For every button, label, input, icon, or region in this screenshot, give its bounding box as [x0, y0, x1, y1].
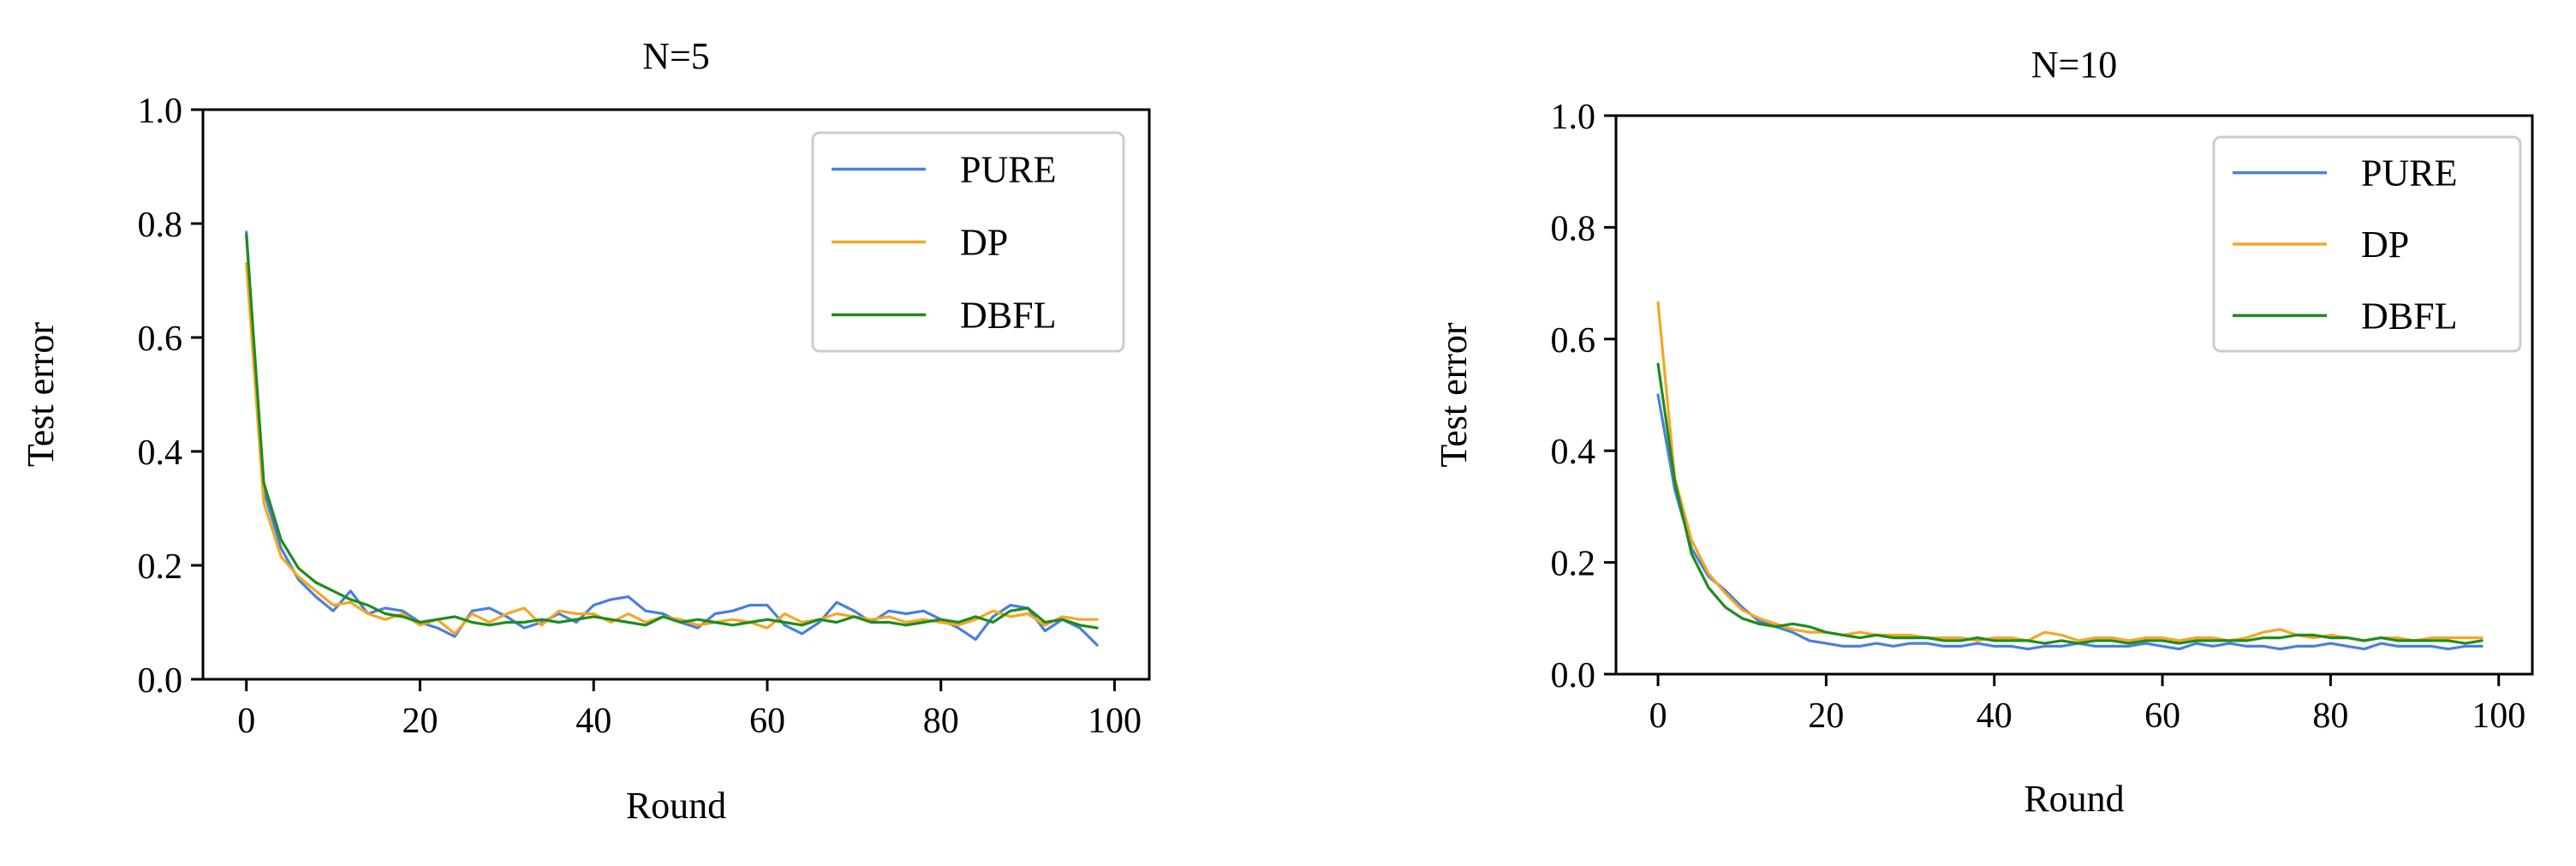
x-tick-label: 60 [749, 702, 785, 741]
legend-label-dp: DP [2361, 224, 2409, 266]
series-group [1656, 301, 2484, 651]
chart-panel-2: N=10 0 20 40 60 80 100 0.0 0.2 0.4 0.6 0.8 1.0 Round T… [1433, 44, 2534, 820]
y-tick-label: 1.0 [138, 92, 183, 131]
x-tick-label: 100 [2472, 696, 2525, 736]
plot-frame [1614, 114, 2534, 676]
y-tick-label: 0.0 [1551, 656, 1596, 696]
y-tick-label: 0.4 [1551, 433, 1596, 472]
series-line-dbfl [245, 233, 1099, 630]
legend-label-dbfl: DBFL [2361, 295, 2457, 337]
plot-frame [201, 108, 1151, 681]
y-tick-label: 1.0 [1551, 98, 1596, 137]
x-tick-label: 80 [2312, 696, 2348, 736]
series-line-dbfl [1656, 362, 2484, 645]
y-tick-label: 0.8 [138, 206, 183, 245]
legend-box [2212, 135, 2522, 353]
x-tick-label: 80 [923, 702, 959, 741]
legend: PURE DP DBFL [2212, 135, 2522, 353]
y-tick-label: 0.6 [138, 320, 183, 359]
x-tick-label: 20 [1808, 696, 1844, 736]
series-group [245, 230, 1099, 647]
y-tick-label: 0.2 [138, 547, 183, 587]
chart-panel-1: N=5 0 20 40 60 80 100 0.0 0.2 0.4 0.6 0.8 1.0 Round Te… [20, 35, 1151, 827]
x-tick-label: 20 [402, 702, 438, 741]
x-tick-label: 40 [575, 702, 611, 741]
y-axis-label: Test error [20, 322, 62, 468]
x-tick-label: 0 [237, 702, 255, 741]
legend-label-pure: PURE [960, 149, 1056, 191]
x-tick-label: 0 [1649, 696, 1667, 736]
x-tick-label: 100 [1088, 702, 1142, 741]
y-tick-label: 0.0 [138, 661, 183, 701]
y-tick-label: 0.4 [138, 433, 183, 473]
y-tick-label: 0.6 [1551, 321, 1596, 361]
y-tick-label: 0.8 [1551, 209, 1596, 248]
legend-label-dbfl: DBFL [960, 295, 1056, 337]
x-axis-label: Round [2024, 778, 2124, 820]
x-tick-label: 60 [2144, 696, 2180, 736]
legend: PURE DP DBFL [811, 131, 1125, 353]
y-tick-label: 0.2 [1551, 545, 1596, 584]
x-axis-label: Round [626, 785, 726, 827]
legend-label-dp: DP [960, 222, 1008, 264]
series-line-pure [1656, 393, 2484, 651]
y-axis-label: Test error [1433, 322, 1475, 468]
series-line-dp [1656, 301, 2484, 642]
legend-box [811, 131, 1125, 353]
chart-title: N=5 [642, 35, 710, 77]
x-tick-label: 40 [1977, 696, 2012, 736]
chart-title: N=10 [2031, 44, 2118, 86]
legend-label-pure: PURE [2361, 152, 2457, 194]
